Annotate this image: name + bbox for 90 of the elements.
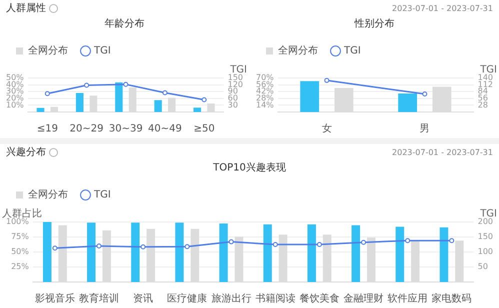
point (228, 239, 234, 244)
point (316, 242, 322, 247)
bar (175, 222, 184, 282)
y-tick-label: 28% (256, 93, 274, 102)
bar (42, 222, 52, 282)
y-tick-label: 25% (11, 262, 30, 272)
legend-label: TGI (343, 46, 361, 57)
y2-tick-label: 100 (478, 247, 494, 256)
x-tick-label: 软件应用 (388, 292, 428, 305)
y-tick-label: 70% (256, 73, 274, 82)
y-tick-label: 20% (6, 93, 24, 102)
chart-title: 性别分布 (354, 18, 394, 30)
bar (131, 222, 140, 282)
legend-label: TGI (93, 190, 111, 201)
x-tick-label: 教育培训 (79, 292, 119, 305)
y2-tick-label: 140 (478, 73, 494, 82)
bar (36, 108, 44, 112)
legend-label: TGI (93, 46, 111, 57)
y-tick-label: 50% (11, 247, 30, 256)
bar (76, 92, 84, 112)
y-tick-label: 100% (6, 217, 30, 226)
y2-tick-label: 30 (228, 100, 238, 110)
x-tick-label: 餐饮美食 (299, 292, 340, 305)
bar (263, 224, 272, 282)
y2-tick-label: 28 (478, 100, 488, 110)
point (84, 82, 90, 88)
y-tick-label: 56% (256, 80, 274, 89)
x-tick-label: 女 (322, 122, 332, 135)
y2-tick-label: 150 (478, 232, 494, 242)
point (52, 246, 58, 251)
x-tick-label: 旅游出行 (211, 292, 252, 305)
x-tick-label: 20~29 (70, 124, 104, 135)
point (361, 240, 366, 245)
legend-label: 全网分布 (278, 44, 318, 57)
x-tick-label: ≤19 (36, 124, 58, 135)
text: 兴趣分布 (6, 146, 46, 159)
y2-tick-label: 60 (228, 93, 238, 102)
bar (396, 226, 404, 282)
text: 2023-07-01 - 2023-07-31 (392, 4, 493, 12)
x-tick-label: 书籍阅读 (255, 292, 296, 305)
bar (194, 108, 202, 112)
y-tick-label: 10% (6, 100, 24, 110)
x-tick-label: 资讯 (133, 292, 154, 305)
point (202, 97, 207, 102)
bar (352, 225, 360, 282)
bar (87, 222, 96, 282)
y2-tick-label: 50 (478, 262, 488, 272)
y2-tick-label: 112 (478, 80, 494, 89)
y-tick-label: 50% (6, 73, 24, 82)
bar (440, 227, 448, 282)
y2-tick-label: 150 (228, 73, 244, 82)
y-tick-label: 75% (11, 232, 30, 242)
bar (300, 81, 320, 112)
point (96, 244, 102, 248)
bar (154, 100, 162, 112)
y-tick-label: 42% (256, 86, 274, 96)
point (140, 244, 146, 250)
point (184, 244, 190, 250)
x-tick-label: 金融理财 (344, 292, 384, 305)
y-tick-label: 40% (6, 80, 24, 89)
y2-tick-label: 200 (478, 217, 494, 226)
y-tick-label: 30% (6, 86, 24, 96)
bar (307, 224, 316, 282)
point (272, 242, 278, 247)
y2-tick-label: 90 (228, 86, 238, 96)
text: 人群属性 (6, 2, 46, 15)
x-tick-label: 医疗健康 (167, 292, 208, 305)
chart-title: TOP10兴趣表现 (212, 162, 286, 174)
x-tick-label: 30~39 (108, 124, 143, 135)
bar (115, 82, 123, 112)
y-tick-label: 14% (256, 100, 274, 110)
x-tick-label: ≥50 (194, 124, 215, 135)
y2-tick-label: 84 (478, 86, 488, 96)
legend-label: 全网分布 (28, 188, 68, 201)
y2-tick-label: 56 (478, 93, 488, 102)
bar (398, 94, 418, 112)
x-tick-label: 家电数码 (432, 292, 472, 305)
bar (219, 224, 228, 282)
x-tick-label: 影视音乐 (34, 292, 75, 305)
y2-tick-label: 120 (228, 80, 244, 89)
point (123, 82, 128, 87)
legend-label: 全网分布 (28, 44, 68, 57)
text: 2023-07-01 - 2023-07-31 (392, 148, 493, 156)
point (44, 91, 50, 96)
x-tick-label: 40~49 (148, 124, 182, 135)
chart-title: 年龄分布 (104, 18, 144, 30)
point (405, 238, 410, 244)
x-tick-label: 男 (420, 124, 430, 135)
point (449, 238, 454, 244)
point (162, 90, 168, 96)
